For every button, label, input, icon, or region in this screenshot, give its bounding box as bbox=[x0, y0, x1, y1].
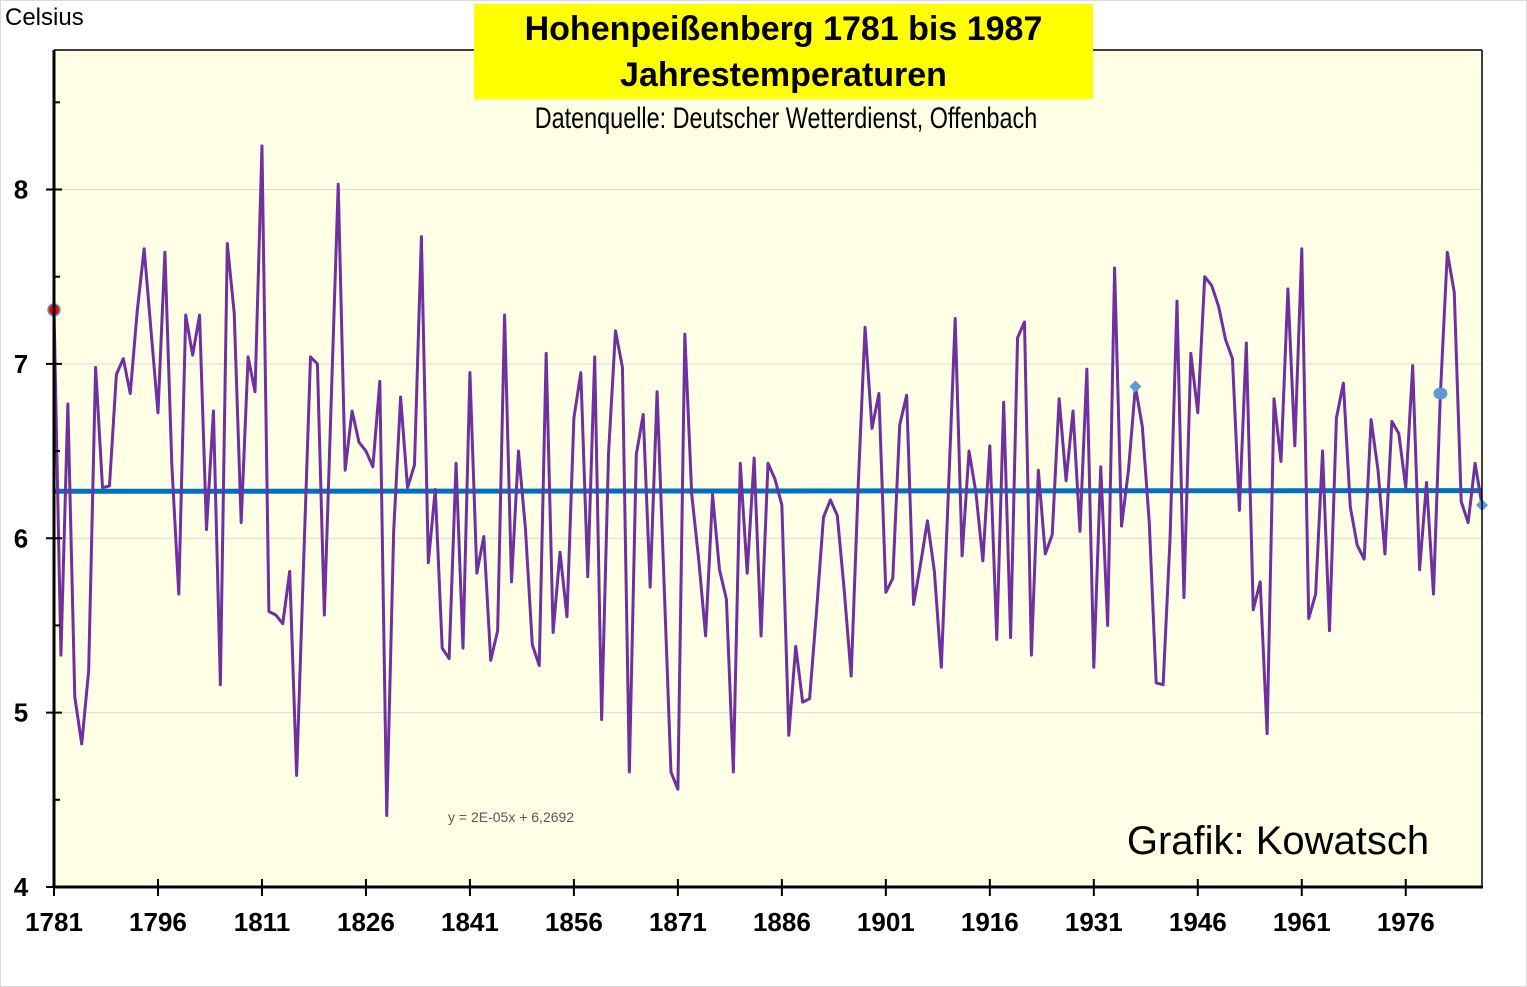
chart-title: Hohenpeißenberg 1781 bis 1987 bbox=[524, 10, 1043, 48]
x-axis-ticks: 1781 1796 1811 1826 1841 1856 1871 1886 1901 1916… bbox=[25, 879, 1435, 937]
x-tick-label: 1841 bbox=[441, 907, 499, 937]
y-axis-label: Celsius bbox=[5, 4, 84, 31]
series-group bbox=[52, 144, 1484, 818]
highlight-marker bbox=[1129, 380, 1142, 393]
y-axis-ticks: 4 5 6 7 8 bbox=[14, 101, 62, 902]
graphic-credit: Grafik: Kowatsch bbox=[1126, 819, 1430, 863]
y-tick-label: 6 bbox=[14, 523, 28, 553]
x-tick-label: 1976 bbox=[1377, 907, 1435, 937]
chart-subtitle: Jahrestemperaturen bbox=[620, 56, 947, 94]
y-tick-label: 8 bbox=[14, 175, 28, 205]
title-box: Hohenpeißenberg 1781 bis 1987 Jahrestemp… bbox=[474, 4, 1093, 99]
data-source: Datenquelle: Deutscher Wetterdienst, Off… bbox=[534, 102, 1038, 135]
x-tick-label: 1811 bbox=[234, 907, 290, 937]
x-tick-label: 1946 bbox=[1169, 907, 1227, 937]
x-tick-label: 1871 bbox=[649, 907, 707, 937]
x-tick-label: 1901 bbox=[857, 907, 915, 937]
y-tick-label: 5 bbox=[14, 698, 28, 728]
x-tick-label: 1931 bbox=[1065, 907, 1123, 937]
y-tick-label: 7 bbox=[14, 349, 28, 379]
highlight-marker bbox=[1433, 387, 1448, 400]
x-tick-label: 1856 bbox=[545, 907, 603, 937]
trend-equation: y = 2E-05x + 6,2692 bbox=[448, 809, 575, 825]
x-tick-label: 1886 bbox=[753, 907, 811, 937]
x-tick-label: 1826 bbox=[337, 907, 395, 937]
y-tick-label: 4 bbox=[14, 872, 29, 902]
x-tick-label: 1796 bbox=[129, 907, 187, 937]
x-tick-label: 1961 bbox=[1273, 907, 1331, 937]
x-tick-label: 1916 bbox=[961, 907, 1019, 937]
x-tick-label: 1781 bbox=[25, 907, 83, 937]
